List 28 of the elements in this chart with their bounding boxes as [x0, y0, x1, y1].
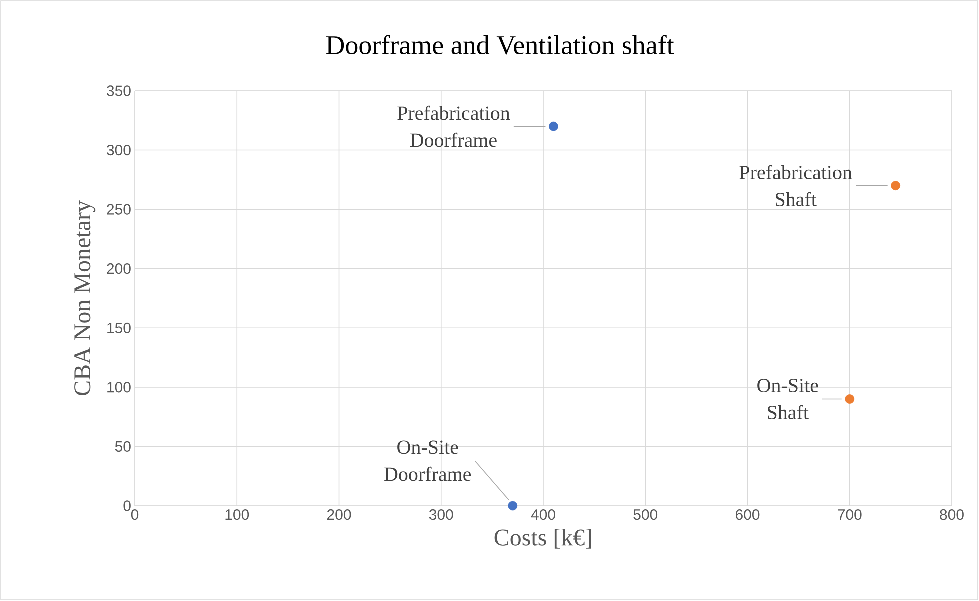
- x-tick-label: 800: [940, 510, 964, 520]
- x-tick-label: 200: [327, 510, 352, 520]
- chart-title: Doorframe and Ventilation shaft: [326, 35, 674, 55]
- y-tick-label: 150: [108, 322, 131, 334]
- annotation: Prefabrication Shaft: [740, 165, 852, 206]
- y-tick-label: 0: [124, 500, 131, 512]
- annotation: On-Site Doorframe: [384, 440, 472, 482]
- y-tick-label: 50: [115, 441, 131, 452]
- point: [549, 122, 558, 132]
- y-tick-label: 300: [107, 144, 131, 156]
- x-tick-label: 0: [131, 510, 139, 520]
- x-tick-label: 300: [429, 510, 454, 520]
- point: [508, 501, 518, 511]
- x-tick-label: 700: [838, 510, 862, 520]
- annotation: Prefabrication Doorframe: [398, 106, 510, 148]
- annotation: On-Site Shaft: [758, 379, 818, 420]
- y-tick-label: 200: [107, 264, 131, 274]
- x-tick-label: 100: [226, 510, 250, 520]
- point: [891, 181, 901, 191]
- x-axis-title: Costs [k€]: [494, 528, 592, 549]
- x-tick-label: 400: [531, 510, 556, 520]
- y-tick-label: 350: [107, 86, 131, 96]
- y-axis-title: CBA Non Monetary: [74, 200, 96, 396]
- x-tick-label: 500: [634, 510, 658, 520]
- y-tick-label: 100: [108, 382, 131, 393]
- x-tick-label: 600: [736, 510, 760, 520]
- point: [845, 394, 855, 404]
- y-tick-label: 250: [107, 204, 131, 215]
